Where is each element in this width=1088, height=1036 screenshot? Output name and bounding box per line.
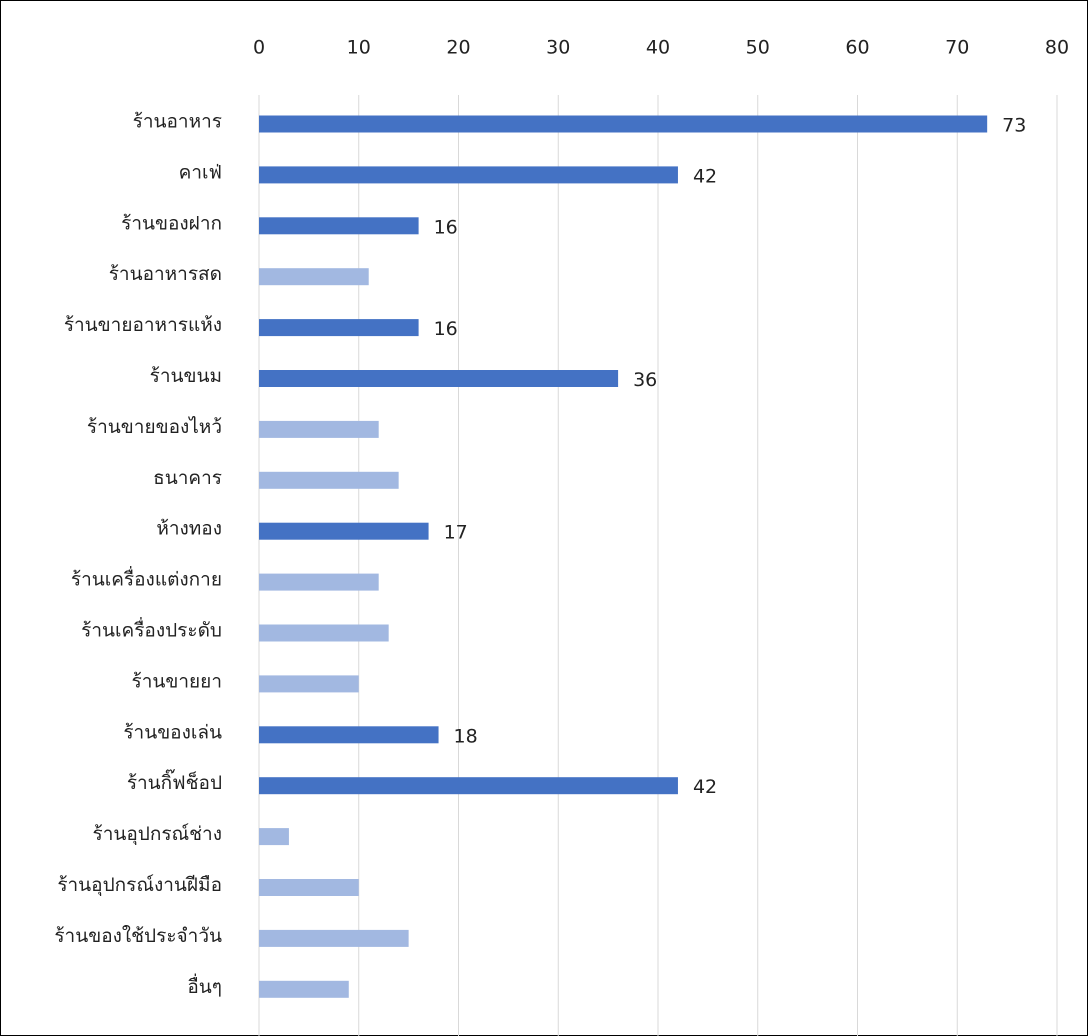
- bar: [259, 675, 359, 693]
- bar: [259, 522, 429, 540]
- y-tick-label: ห้างทอง: [156, 518, 222, 540]
- bar: [259, 471, 399, 489]
- bar: [259, 777, 678, 795]
- bar: [259, 370, 619, 387]
- bar: [259, 573, 379, 591]
- value-label: 42: [693, 776, 717, 798]
- y-tick-label: ร้านของใช้ประจำวัน: [54, 925, 222, 947]
- y-tick-label: ร้านของเล่น: [123, 721, 222, 743]
- y-tick-label: ร้านของฝาก: [121, 212, 222, 234]
- y-tick-label: ร้านขายของไหว้: [87, 416, 222, 438]
- x-tick-label: 0: [253, 37, 265, 59]
- value-label: 73: [1002, 115, 1026, 137]
- bar: [259, 980, 349, 998]
- bar: [259, 879, 359, 896]
- y-tick-label: อื่นๆ: [187, 973, 222, 998]
- y-tick-label: ร้านขายยา: [132, 670, 222, 692]
- bar: [259, 726, 439, 744]
- x-tick-label: 80: [1045, 37, 1069, 59]
- x-tick-label: 20: [446, 37, 470, 59]
- value-label: 16: [434, 216, 458, 238]
- value-label: 36: [633, 369, 657, 391]
- x-tick-label: 10: [347, 37, 371, 59]
- y-tick-label: ร้านกิ๊ฟช็อป: [127, 769, 222, 794]
- y-tick-label: คาเฟ่: [179, 161, 222, 183]
- y-tick-label: ร้านเครื่องประดับ: [81, 617, 222, 642]
- y-tick-label: ร้านขายอาหารแห้ง: [64, 314, 222, 336]
- y-tick-label: ร้านเครื่องแต่งกาย: [71, 566, 222, 591]
- x-tick-label: 60: [845, 37, 869, 59]
- bar: [259, 828, 289, 846]
- value-label: 16: [434, 318, 458, 340]
- x-tick-label: 30: [546, 37, 570, 59]
- value-label: 42: [693, 165, 717, 187]
- y-tick-label: ร้านขนม: [150, 365, 222, 387]
- bar: [259, 624, 389, 642]
- x-tick-label: 50: [746, 37, 770, 59]
- value-label: 17: [444, 522, 468, 544]
- x-tick-label: 70: [945, 37, 969, 59]
- bar: [259, 319, 419, 337]
- y-tick-label: ร้านอุปกรณ์ช่าง: [92, 823, 222, 846]
- bar: [259, 166, 678, 184]
- y-tick-label: ร้านอุปกรณ์งานฝีมือ: [57, 874, 222, 897]
- bar: [259, 420, 379, 438]
- y-tick-label: ธนาคาร: [153, 467, 222, 489]
- bar: [259, 929, 409, 947]
- y-tick-label: ร้านอาหาร: [133, 111, 222, 133]
- y-tick-label: ร้านอาหารสด: [109, 263, 222, 285]
- bar: [259, 268, 369, 286]
- x-tick-label: 40: [646, 37, 670, 59]
- bar: [259, 217, 419, 235]
- bar: [259, 115, 988, 133]
- value-label: 18: [454, 725, 478, 747]
